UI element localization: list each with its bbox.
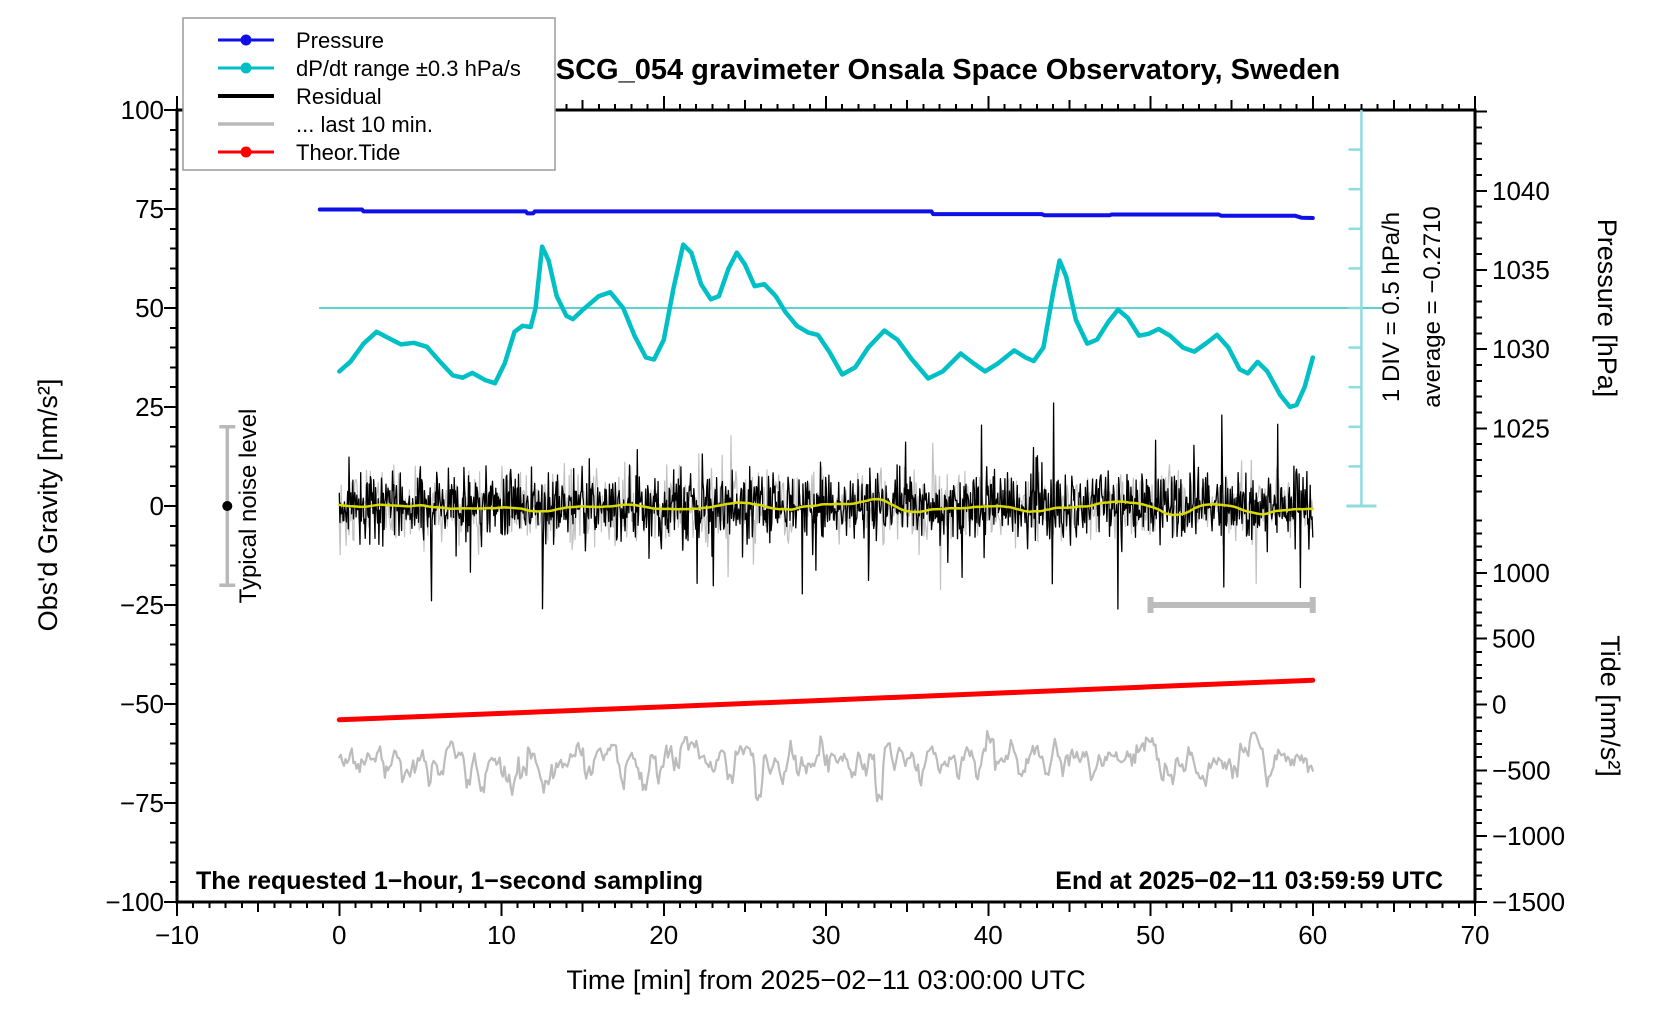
legend-item-label: Residual	[296, 84, 382, 109]
legend-items: Pressure dP/dt range ±0.3 hPa/s Residual..…	[218, 28, 521, 165]
noise-level-label: Typical noise level	[235, 409, 262, 604]
legend-item-label: Pressure	[296, 28, 384, 53]
x-tick-label: 70	[1461, 920, 1490, 950]
pressure-tick-label: 1040	[1492, 176, 1550, 206]
pressure-tick-label: 1025	[1492, 413, 1550, 443]
series-last10min	[338, 729, 1314, 803]
gravity-axis-title: Obs'd Gravity [nm/s²]	[33, 379, 63, 632]
noise-level-dot	[222, 501, 233, 511]
decorations-layer	[219, 110, 1377, 613]
x-tick-label: 30	[812, 920, 841, 950]
tide-tick-label: 0	[1492, 690, 1506, 720]
gravity-tick-label: 50	[135, 293, 164, 323]
average-note: average = −0.2710	[1419, 206, 1446, 408]
pressure-tick-label: 1030	[1492, 334, 1550, 364]
x-tick-label: 10	[487, 920, 516, 950]
legend-item-label: dP/dt range ±0.3 hPa/s	[296, 56, 521, 81]
data-series-layer	[317, 207, 1385, 803]
gravity-tick-label: −100	[105, 887, 164, 917]
series-pressure	[317, 207, 1315, 220]
x-tick-label: −10	[155, 920, 199, 950]
x-tick-label: 60	[1298, 920, 1327, 950]
chart-title: SCG_054 gravimeter Onsala Space Observat…	[556, 54, 1340, 86]
series-residual-shadow	[338, 435, 1314, 591]
end-time-note: End at 2025−02−11 03:59:59 UTC	[1055, 867, 1443, 895]
tide-tick-label: 1000	[1492, 558, 1550, 588]
x-tick-label: 0	[332, 920, 346, 950]
axis-tick-labels: −10 0 10 20 30 40 50 60 701007550250−25−50−75−10…	[105, 95, 1565, 950]
series-residual-smooth	[338, 497, 1315, 517]
tide-tick-label: −1500	[1492, 887, 1565, 917]
gravity-tick-label: −75	[120, 788, 164, 818]
gravity-tick-label: 25	[135, 392, 164, 422]
tide-tick-label: −1000	[1492, 821, 1565, 851]
legend-marker-dot	[240, 146, 252, 158]
div-scale-note: 1 DIV = 0.5 hPa/h	[1378, 212, 1405, 402]
series-theor-tide	[336, 677, 1316, 723]
pressure-axis-title: Pressure [hPa]	[1592, 219, 1622, 398]
x-tick-label: 40	[974, 920, 1003, 950]
tide-tick-label: 500	[1492, 624, 1535, 654]
time-axis-title: Time [min] from 2025−02−11 03:00:00 UTC	[566, 965, 1085, 995]
legend-marker-dot	[240, 62, 252, 74]
x-tick-label: 50	[1136, 920, 1165, 950]
series-dpdt	[337, 242, 1316, 410]
gravity-tick-label: 75	[135, 194, 164, 224]
legend-box: Pressure dP/dt range ±0.3 hPa/s Residual..…	[182, 17, 556, 171]
legend-item-label: Theor.Tide	[296, 140, 400, 165]
gravity-tick-label: −50	[120, 689, 164, 719]
tide-axis-title: Tide [nm/s²]	[1595, 635, 1625, 777]
tide-tick-label: −500	[1492, 755, 1551, 785]
x-tick-label: 20	[649, 920, 678, 950]
pressure-tick-label: 1035	[1492, 255, 1550, 285]
legend-item-label: ... last 10 min.	[296, 112, 433, 137]
series-residual	[338, 402, 1314, 610]
sampling-note: The requested 1−hour, 1−second sampling	[196, 867, 703, 895]
gravity-tick-label: 100	[121, 95, 164, 125]
gravity-tick-label: −25	[120, 590, 164, 620]
gravity-tick-label: 0	[150, 491, 164, 521]
legend-marker-dot	[240, 34, 252, 46]
